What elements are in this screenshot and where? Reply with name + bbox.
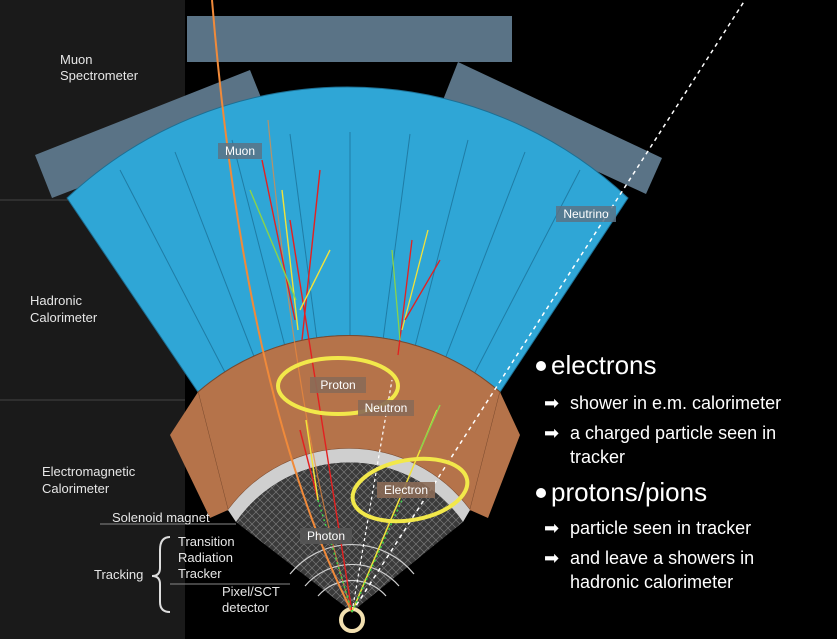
bullet-protons-heading: protons/pions (551, 477, 707, 507)
neutrino-track (351, 0, 746, 613)
bullet-protons: protons/pions ➡ particle seen in tracker… (536, 477, 754, 592)
neutrino-label: Neutrino (563, 207, 609, 221)
svg-text:shower in e.m. calorimeter: shower in e.m. calorimeter (570, 393, 781, 413)
photon-label: Photon (307, 529, 345, 543)
em-tracks (299, 404, 441, 613)
muon-track (211, 0, 353, 613)
svg-text:Radiation: Radiation (178, 550, 233, 565)
svg-text:hadronic calorimeter: hadronic calorimeter (570, 572, 733, 592)
svg-text:and leave a showers in: and leave a showers in (570, 548, 754, 568)
photon-tag: Photon (300, 528, 352, 544)
neutron-label: Neutron (365, 401, 408, 415)
label-pixel: Pixel/SCT detector (222, 584, 280, 615)
arrow-icon: ➡ (544, 548, 559, 568)
svg-text:Muon: Muon (60, 52, 93, 67)
proton-label: Proton (320, 378, 355, 392)
svg-text:Pixel/SCT: Pixel/SCT (222, 584, 280, 599)
proton-shower (249, 159, 353, 613)
bullet-electrons: electrons ➡ shower in e.m. calorimeter ➡… (536, 350, 781, 467)
svg-text:particle seen in tracker: particle seen in tracker (570, 518, 751, 538)
arrow-icon: ➡ (544, 423, 559, 443)
pixel-layers (289, 543, 415, 597)
proton-highlight (276, 356, 400, 416)
solenoid-band (228, 448, 470, 522)
electron-highlight (350, 456, 470, 524)
label-hadronic-calorimeter: Hadronic Calorimeter (30, 293, 98, 325)
muon-chamber-right (443, 62, 662, 194)
muon-chamber-left (35, 70, 268, 198)
electron-tag: Electron (377, 482, 435, 498)
svg-text:Calorimeter: Calorimeter (30, 310, 98, 325)
neutral-shower (391, 229, 441, 356)
proton-tag: Proton (310, 377, 366, 393)
svg-text:Calorimeter: Calorimeter (42, 481, 110, 496)
em-left-edge (170, 392, 228, 518)
muon-chamber-top (187, 16, 512, 62)
interaction-point (339, 607, 365, 633)
bullet-electrons-heading: electrons (551, 350, 657, 380)
svg-text:Transition: Transition (178, 534, 235, 549)
svg-text:Tracker: Tracker (178, 566, 222, 581)
hadronic-segments (119, 132, 581, 383)
label-solenoid: Solenoid magnet (112, 510, 210, 525)
svg-text:Electromagnetic: Electromagnetic (42, 464, 136, 479)
neutron-tag: Neutron (358, 400, 414, 416)
em-right-edge (470, 392, 520, 518)
electron-label: Electron (384, 483, 428, 497)
muon-tag: Muon (218, 143, 262, 159)
arrow-icon: ➡ (544, 393, 559, 413)
label-tracking: Tracking (94, 567, 143, 582)
neutrino-tag: Neutrino (556, 206, 616, 222)
svg-text:Hadronic: Hadronic (30, 293, 83, 308)
svg-text:a charged particle seen in: a charged particle seen in (570, 423, 776, 443)
label-em-calorimeter: Electromagnetic Calorimeter (42, 464, 136, 496)
tracking-brace (151, 536, 171, 613)
arrow-icon: ➡ (544, 518, 559, 538)
label-muon-spectrometer: Muon Spectrometer (60, 52, 139, 83)
svg-text:detector: detector (222, 600, 270, 615)
label-trt: Transition Radiation Tracker (178, 534, 235, 581)
muon-label: Muon (225, 144, 255, 158)
svg-text:tracker: tracker (570, 447, 625, 467)
svg-text:Spectrometer: Spectrometer (60, 68, 139, 83)
